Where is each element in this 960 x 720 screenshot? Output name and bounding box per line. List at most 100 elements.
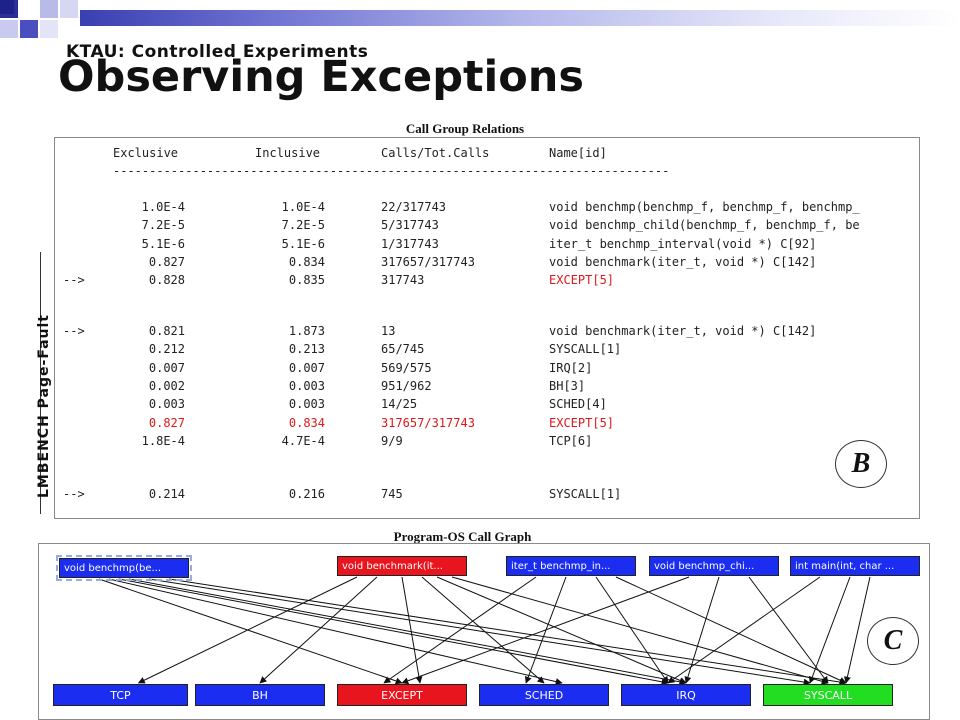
cell-name: void benchmark(iter_t, void *) C[142]	[549, 254, 817, 269]
graph-edge	[748, 576, 829, 684]
graph-node-caller[interactable]: void benchmp(be...	[56, 555, 192, 581]
cell-name: BH[3]	[549, 378, 586, 393]
decor-square	[60, 0, 78, 18]
cell-name: IRQ[2]	[549, 360, 593, 375]
call-group-relations-panel: Exclusive Inclusive Calls/Tot.Calls Name[id…	[54, 137, 920, 519]
decor-square	[0, 0, 14, 14]
cell-calls: 22/317743	[381, 200, 447, 214]
cell-exclusive: 0.007	[148, 360, 185, 375]
cell-exclusive: 5.1E-6	[141, 236, 185, 251]
side-label-line	[40, 252, 41, 514]
graph-node-caller[interactable]: void benchmark(it...	[337, 556, 467, 576]
graph-edge	[128, 578, 687, 686]
cell-inclusive: 5.1E-6	[281, 236, 325, 251]
cell-inclusive: 0.834	[288, 415, 325, 430]
badge-b: B	[835, 440, 887, 488]
graph-edge	[667, 576, 821, 684]
table-header: Calls/Tot.Calls	[381, 146, 490, 160]
graph-edge	[401, 576, 423, 684]
cell-inclusive: 7.2E-5	[281, 218, 325, 233]
decor-square	[0, 20, 18, 38]
graph-edge	[808, 576, 851, 684]
call-graph-edges	[98, 576, 871, 686]
cell-calls: 13	[381, 324, 396, 338]
graph-edge	[451, 576, 829, 685]
cell-name: EXCEPT[5]	[549, 273, 615, 288]
cell-inclusive: 0.834	[288, 254, 325, 269]
cell-name: void benchmp(benchmp_f, benchmp_f, bench…	[549, 200, 860, 214]
cell-exclusive: 1.0E-4	[141, 200, 185, 214]
header-band	[80, 10, 960, 26]
cell-inclusive: 0.216	[288, 487, 325, 501]
cell-inclusive: 0.007	[288, 360, 325, 375]
cell-name: void benchmark(iter_t, void *) C[142]	[549, 324, 817, 338]
caption-call-group-relations: Call Group Relations	[405, 121, 525, 136]
cell-name: void benchmp_child(benchmp_f, benchmp_f,…	[549, 218, 860, 233]
graph-edge	[421, 576, 545, 684]
graph-edge	[108, 578, 563, 686]
cell-exclusive: 7.2E-5	[141, 218, 185, 233]
row-marker: -->	[63, 273, 85, 288]
cell-calls: 745	[381, 487, 403, 501]
graph-node-caller[interactable]: void benchmp_chi...	[649, 556, 779, 576]
graph-node-caller[interactable]: int main(int, char ...	[790, 556, 920, 576]
cell-exclusive: 0.002	[148, 378, 185, 393]
table-separator: ----------------------------------------…	[113, 164, 670, 178]
cell-name: EXCEPT[5]	[549, 415, 615, 430]
cell-exclusive: 1.8E-4	[141, 433, 185, 448]
graph-node-kernel[interactable]: SYSCALL	[763, 684, 893, 706]
cell-calls: 9/9	[381, 433, 403, 448]
row-marker: -->	[63, 324, 85, 338]
call-graph-panel: void benchmp(be... void benchmark(it... it…	[38, 543, 930, 720]
cell-exclusive: 0.821	[148, 324, 185, 338]
cell-inclusive: 0.003	[288, 378, 325, 393]
cell-name: SCHED[4]	[549, 397, 607, 412]
graph-edge	[118, 578, 669, 686]
graph-edge	[383, 576, 537, 684]
side-label: LMBENCH Page-Fault	[36, 314, 52, 498]
cell-calls: 317743	[381, 273, 425, 288]
slide-subtitle: KTAU: Controlled Experiments	[66, 42, 369, 62]
cell-exclusive: 0.828	[148, 273, 185, 288]
cell-exclusive: 0.003	[148, 397, 185, 412]
table-header: Inclusive	[255, 146, 321, 160]
cell-calls: 569/575	[381, 360, 432, 375]
cell-calls: 14/25	[381, 397, 418, 412]
cell-inclusive: 0.213	[288, 342, 325, 357]
cell-inclusive: 0.835	[288, 273, 325, 288]
graph-node-kernel[interactable]: BH	[195, 684, 325, 706]
graph-edge	[137, 576, 358, 684]
cell-calls: 1/317743	[381, 236, 439, 251]
graph-edge	[615, 576, 847, 684]
table-header: Name[id]	[549, 146, 607, 160]
decor-square	[40, 20, 58, 38]
decor-square	[20, 0, 38, 18]
decor-square	[40, 0, 58, 18]
graph-node-kernel[interactable]: SCHED	[479, 684, 609, 706]
cell-inclusive: 1.0E-4	[281, 200, 325, 214]
cell-calls: 65/745	[381, 342, 425, 357]
graph-edge	[168, 578, 847, 686]
cell-calls: 317657/317743	[381, 415, 475, 430]
graph-edge	[684, 576, 720, 684]
badge-c: C	[867, 617, 919, 665]
decor-square	[20, 20, 38, 38]
row-marker: -->	[63, 487, 85, 501]
cell-name: TCP[6]	[549, 433, 593, 448]
cell-exclusive: 0.827	[148, 254, 185, 269]
cell-exclusive: 0.212	[148, 342, 185, 357]
cell-calls: 5/317743	[381, 218, 439, 233]
cell-exclusive: 0.827	[148, 415, 185, 430]
graph-node-kernel[interactable]: EXCEPT	[337, 684, 467, 706]
graph-node-kernel[interactable]: IRQ	[621, 684, 751, 706]
graph-node-kernel[interactable]: TCP	[53, 684, 188, 706]
cell-name: SYSCALL[1]	[549, 342, 622, 357]
cell-calls: 317657/317743	[381, 254, 475, 269]
graph-edge	[401, 576, 690, 685]
graph-node-caller[interactable]: iter_t benchmp_in...	[506, 556, 636, 576]
cell-inclusive: 4.7E-4	[281, 433, 325, 448]
graph-edge	[98, 578, 403, 685]
caption-program-os-call-graph: Program-OS Call Graph	[393, 529, 532, 544]
graph-edge	[259, 576, 378, 684]
slide-title: Observing Exceptions	[58, 52, 585, 102]
